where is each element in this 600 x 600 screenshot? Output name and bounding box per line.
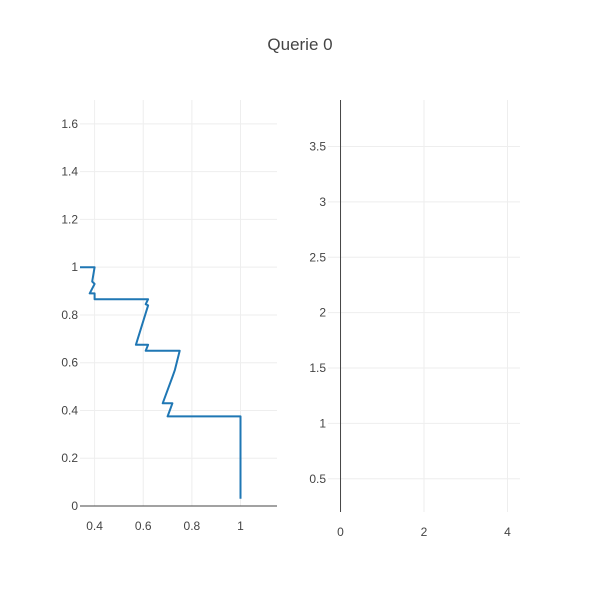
left-y-tick-label: 0.6 [61,356,78,370]
left-y-tick-label: 0 [71,499,78,513]
right-y-tick-label: 2.5 [309,250,326,264]
right-x-tick-label: 4 [504,525,511,539]
right-x-tick-label: 2 [421,525,428,539]
left-x-tick-label: 1 [237,519,244,533]
left-y-tick-label: 0.4 [61,403,78,417]
left-y-tick-label: 1.6 [61,117,78,131]
right-plot[interactable]: 0 2 4 0.5 1 1.5 2 2.5 3 3.5 [309,100,520,539]
right-x-tick-label: 0 [337,525,344,539]
left-x-tick-label: 0.8 [184,519,201,533]
right-y-tick-label: 1.5 [309,361,326,375]
right-y-tick-label: 0.5 [309,472,326,486]
right-y-tick-label: 3.5 [309,140,326,154]
right-y-tick-label: 3 [319,195,326,209]
left-y-tick-label: 1.2 [61,212,78,226]
left-y-tick-label: 1.4 [61,165,78,179]
left-x-tick-label: 0.4 [86,519,103,533]
left-plot[interactable]: 0.4 0.6 0.8 1 0 0.2 0.4 0.6 0.8 1 1.2 1.4 1.6 [61,100,277,533]
left-x-tick-label: 0.6 [135,519,152,533]
left-y-tick-label: 0.2 [61,451,78,465]
left-series-line-0[interactable] [80,266,242,499]
left-y-tick-label: 1 [71,260,78,274]
right-y-tick-label: 1 [319,416,326,430]
left-y-tick-label: 0.8 [61,308,78,322]
chart-title: Querie 0 [267,35,332,54]
right-y-tick-label: 2 [319,306,326,320]
